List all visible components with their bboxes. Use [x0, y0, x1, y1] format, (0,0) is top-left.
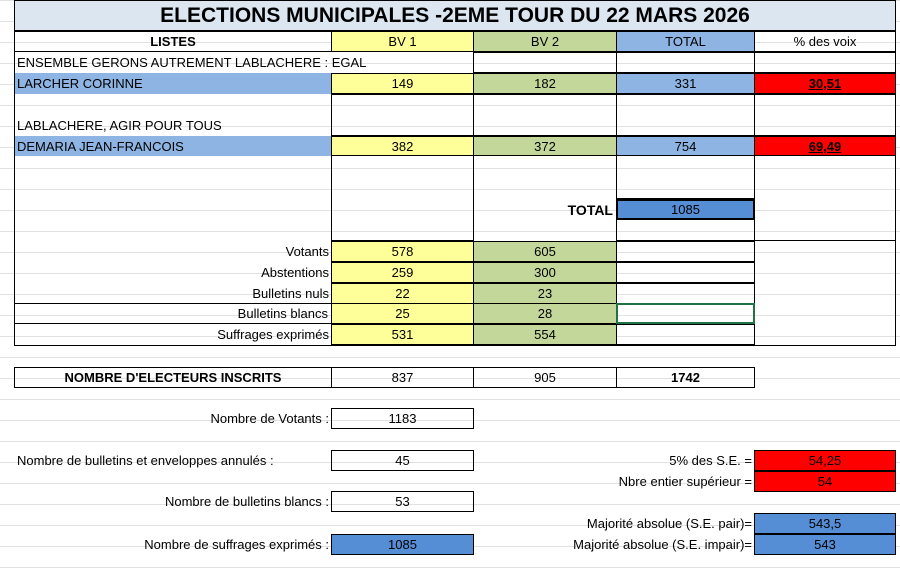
- cell-empty[interactable]: [616, 94, 755, 136]
- stat-votants-bv2[interactable]: 605: [473, 241, 617, 262]
- cell-empty[interactable]: [616, 52, 755, 73]
- header-bv1[interactable]: BV 1: [331, 31, 474, 52]
- inscrits-bv2[interactable]: 905: [473, 367, 617, 388]
- cell-empty[interactable]: [754, 94, 896, 136]
- cell-empty[interactable]: [616, 219, 755, 241]
- candidate-1[interactable]: LARCHER CORINNE: [14, 73, 332, 94]
- candidate-1-pct[interactable]: 30,51: [754, 73, 896, 94]
- candidate-2[interactable]: DEMARIA JEAN-FRANCOIS: [14, 136, 332, 156]
- stat-abstentions-bv1[interactable]: 259: [331, 262, 474, 283]
- page-title: ELECTIONS MUNICIPALES -2EME TOUR DU 22 M…: [14, 0, 896, 31]
- list-name-2[interactable]: LABLACHERE, AGIR POUR TOUS: [17, 118, 222, 133]
- cell-empty[interactable]: [616, 324, 755, 345]
- summary-blancs-label: Nombre de bulletins blancs :: [164, 494, 329, 509]
- selected-cell[interactable]: [616, 303, 755, 324]
- cell-empty[interactable]: [616, 262, 755, 283]
- stat-blancs-bv2[interactable]: 28: [473, 303, 617, 324]
- header-pct[interactable]: % des voix: [754, 31, 896, 52]
- summary-exprimes-label: Nombre de suffrages exprimés :: [144, 537, 329, 552]
- header-total[interactable]: TOTAL: [616, 31, 755, 52]
- cell-empty[interactable]: [331, 155, 474, 241]
- candidate-2-total[interactable]: 754: [616, 136, 755, 156]
- summary-annules-value[interactable]: 45: [331, 450, 474, 471]
- threshold-entier-value[interactable]: 54: [754, 471, 896, 492]
- candidate-1-bv1[interactable]: 149: [331, 73, 474, 94]
- summary-exprimes-value[interactable]: 1085: [331, 534, 474, 555]
- cell-empty[interactable]: [616, 155, 755, 199]
- cell-empty[interactable]: [331, 94, 474, 136]
- header-listes[interactable]: LISTES: [14, 31, 332, 52]
- stat-nuls-bv2[interactable]: 23: [473, 283, 617, 304]
- threshold-maj-impair-value[interactable]: 543: [754, 534, 896, 555]
- inscrits-label[interactable]: NOMBRE D'ELECTEURS INSCRITS: [14, 367, 332, 388]
- stat-exprimes-bv1[interactable]: 531: [331, 324, 474, 345]
- threshold-maj-pair-value[interactable]: 543,5: [754, 513, 896, 534]
- summary-votants-label: Nombre de Votants :: [210, 411, 329, 426]
- stat-label-exprimes: Suffrages exprimés: [217, 327, 329, 342]
- cell-empty[interactable]: [754, 52, 896, 73]
- stat-label-abstentions: Abstentions: [261, 265, 329, 280]
- list-name-1[interactable]: ENSEMBLE GERONS AUTREMENT LABLACHERE : E…: [17, 55, 367, 70]
- inscrits-bv1[interactable]: 837: [331, 367, 474, 388]
- stat-abstentions-bv2[interactable]: 300: [473, 262, 617, 283]
- candidate-2-bv1[interactable]: 382: [331, 136, 474, 156]
- cell-empty[interactable]: [473, 52, 617, 73]
- cell-empty[interactable]: [616, 283, 755, 304]
- stat-label-blancs: Bulletins blancs: [14, 303, 332, 324]
- candidate-1-bv2[interactable]: 182: [473, 73, 617, 94]
- threshold-maj-impair-label: Majorité absolue (S.E. impair)=: [573, 537, 752, 552]
- threshold-5pct-label: 5% des S.E. =: [669, 453, 752, 468]
- summary-annules-label: Nombre de bulletins et enveloppes annulé…: [17, 453, 274, 468]
- threshold-entier-label: Nbre entier supérieur =: [618, 474, 752, 489]
- candidate-1-total[interactable]: 331: [616, 73, 755, 94]
- inscrits-total[interactable]: 1742: [616, 367, 755, 388]
- stat-votants-bv1[interactable]: 578: [331, 241, 474, 262]
- stat-exprimes-bv2[interactable]: 554: [473, 324, 617, 345]
- header-bv2[interactable]: BV 2: [473, 31, 617, 52]
- stat-blancs-bv1[interactable]: 25: [331, 303, 474, 324]
- stat-label-votants: Votants: [285, 244, 329, 259]
- summary-blancs-value[interactable]: 53: [331, 491, 474, 512]
- candidate-2-bv2[interactable]: 372: [473, 136, 617, 156]
- candidate-2-pct[interactable]: 69,49: [754, 136, 896, 156]
- cell-empty[interactable]: [473, 94, 617, 136]
- grand-total-value[interactable]: 1085: [616, 199, 755, 220]
- cell-empty[interactable]: [754, 155, 896, 241]
- grand-total-label: TOTAL: [567, 201, 613, 218]
- threshold-maj-pair-label: Majorité absolue (S.E. pair)=: [586, 516, 752, 531]
- stat-nuls-bv1[interactable]: 22: [331, 283, 474, 304]
- cell-empty[interactable]: [616, 241, 755, 262]
- threshold-5pct-value[interactable]: 54,25: [754, 450, 896, 471]
- summary-votants-value[interactable]: 1183: [331, 408, 474, 429]
- stat-label-nuls: Bulletins nuls: [252, 286, 329, 301]
